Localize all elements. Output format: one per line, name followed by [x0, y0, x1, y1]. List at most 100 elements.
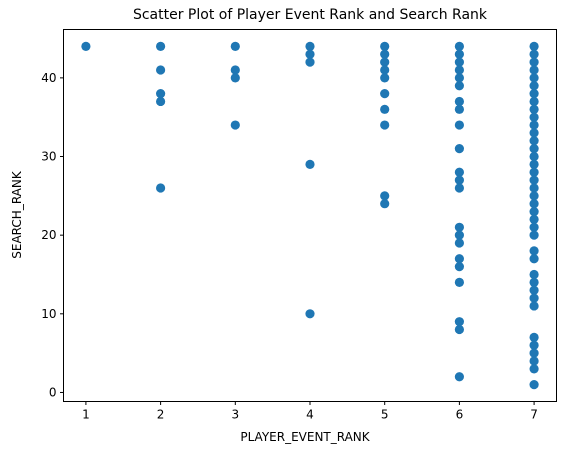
data-point: [454, 167, 464, 177]
x-tick-label: 1: [82, 408, 90, 422]
x-tick-label: 5: [381, 408, 389, 422]
chart-title: Scatter Plot of Player Event Rank and Se…: [133, 7, 488, 23]
data-point: [529, 73, 539, 83]
data-point: [305, 57, 315, 67]
data-point: [529, 348, 539, 358]
data-point: [529, 159, 539, 169]
data-point: [529, 269, 539, 280]
data-point: [529, 96, 539, 107]
x-tick-label: 3: [231, 408, 239, 422]
data-point: [230, 73, 240, 83]
data-point: [529, 167, 539, 177]
data-point: [529, 112, 539, 122]
y-tick-label: 10: [41, 307, 56, 321]
data-point: [454, 222, 464, 232]
data-point: [454, 175, 464, 185]
data-point: [380, 191, 390, 201]
data-point: [454, 41, 464, 52]
x-tick-label: 6: [456, 408, 464, 422]
data-point: [529, 120, 539, 130]
data-point: [454, 65, 464, 75]
y-axis-label: SEARCH_RANK: [10, 170, 24, 259]
data-point: [454, 96, 464, 107]
data-point: [454, 254, 464, 264]
data-point: [156, 41, 166, 52]
data-point: [529, 214, 539, 225]
data-point: [529, 57, 539, 67]
data-point: [380, 49, 390, 59]
data-point: [529, 175, 539, 185]
data-point: [454, 183, 464, 193]
data-point: [230, 65, 240, 75]
y-tick-label: 0: [49, 385, 57, 399]
data-point: [305, 41, 315, 52]
x-tick-label: 4: [306, 408, 314, 422]
data-point: [454, 238, 464, 248]
data-point: [454, 104, 464, 114]
y-tick-label: 40: [41, 71, 56, 85]
data-point: [380, 65, 390, 75]
data-point: [454, 317, 464, 327]
x-tick-label: 7: [530, 408, 538, 422]
data-point: [529, 65, 539, 75]
data-point: [529, 81, 539, 91]
data-point: [156, 96, 166, 107]
data-point: [380, 41, 390, 52]
data-point: [529, 254, 539, 264]
data-point: [529, 364, 539, 374]
data-point: [529, 301, 539, 311]
data-point: [81, 41, 91, 52]
data-point: [529, 379, 539, 390]
data-point: [305, 49, 315, 59]
data-point: [529, 88, 539, 99]
data-point: [529, 144, 539, 154]
y-tick-label: 20: [41, 228, 56, 242]
data-point: [454, 324, 464, 335]
data-point: [529, 136, 539, 146]
data-point: [156, 88, 166, 99]
data-point: [380, 88, 390, 99]
y-axis-ticks: 0 10 20 30 40: [41, 71, 64, 399]
data-point: [529, 332, 539, 343]
data-point: [454, 120, 464, 130]
data-point: [529, 199, 539, 209]
data-point: [529, 49, 539, 59]
data-point: [230, 41, 240, 52]
data-point: [454, 277, 464, 287]
x-axis-label: PLAYER_EVENT_RANK: [240, 430, 370, 444]
data-point: [380, 73, 390, 83]
data-point: [529, 41, 539, 52]
data-point: [529, 285, 539, 295]
data-point: [454, 230, 464, 240]
data-point: [454, 144, 464, 154]
data-point: [454, 262, 464, 272]
x-axis-ticks: 1 2 3 4 5 6 7: [82, 401, 538, 422]
data-point: [380, 104, 390, 114]
data-point: [529, 293, 539, 303]
data-point: [156, 65, 166, 75]
data-point: [305, 159, 315, 169]
data-point: [529, 340, 539, 350]
data-point: [529, 206, 539, 217]
data-point: [454, 372, 464, 382]
data-point: [380, 57, 390, 67]
data-point: [454, 73, 464, 83]
data-point: [529, 151, 539, 162]
x-tick-label: 2: [157, 408, 165, 422]
data-point: [454, 57, 464, 67]
data-point: [529, 356, 539, 366]
axes-frame: [63, 29, 557, 402]
data-point: [529, 183, 539, 193]
points-layer: [81, 41, 539, 390]
data-point: [305, 309, 315, 319]
data-point: [529, 277, 539, 287]
data-point: [380, 199, 390, 209]
data-point: [529, 222, 539, 232]
data-point: [529, 128, 539, 138]
data-point: [454, 81, 464, 91]
data-point: [529, 246, 539, 256]
data-point: [380, 120, 390, 130]
data-point: [529, 230, 539, 240]
y-tick-label: 30: [41, 150, 56, 164]
data-point: [529, 191, 539, 201]
